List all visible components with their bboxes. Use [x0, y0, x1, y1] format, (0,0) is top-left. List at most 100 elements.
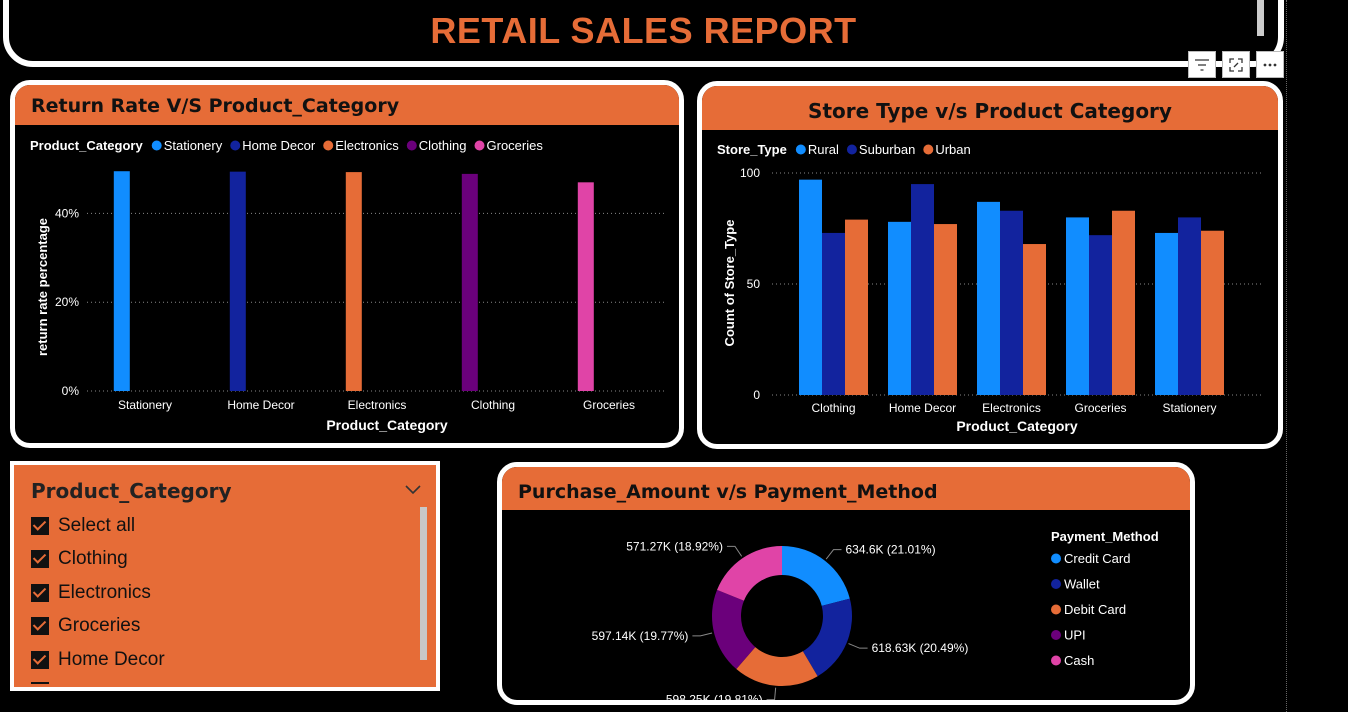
- focus-mode-button[interactable]: [1222, 51, 1250, 78]
- x-tick-label: Groceries: [1074, 401, 1126, 415]
- slicer-item-partial: [31, 682, 49, 684]
- bar-suburban: [1178, 217, 1201, 395]
- y-axis-label: return rate percentage: [35, 218, 50, 356]
- y-tick-label: 100: [740, 166, 760, 180]
- bar-urban: [1112, 210, 1135, 395]
- y-tick-label: 50: [747, 277, 761, 291]
- legend-item-suburban: Suburban: [859, 142, 915, 157]
- store-type-panel[interactable]: Store Type v/s Product Category Store_Ty…: [697, 81, 1283, 449]
- payment-method-chart: 634.6K (21.01%) 618.63K (20.49%) 598.25K (…: [592, 529, 1159, 700]
- filter-button[interactable]: [1188, 51, 1216, 78]
- legend-marker-upi: [1051, 630, 1061, 640]
- x-tick-label: Home Decor: [889, 401, 956, 415]
- bar-rural: [799, 179, 822, 395]
- focus-mode-icon: [1229, 57, 1243, 72]
- slicer-item-home-decor[interactable]: Home Decor: [31, 643, 411, 677]
- slicer-scrollbar[interactable]: [420, 507, 427, 660]
- legend-item-urban: Urban: [935, 142, 970, 157]
- x-tick-label: Stationery: [1162, 401, 1216, 415]
- leader-line: [726, 545, 743, 557]
- checkbox-checked-icon[interactable]: [31, 650, 49, 669]
- bar-rural: [888, 221, 911, 395]
- slicer-item-label: Groceries: [58, 615, 141, 637]
- legend-marker-rural: [795, 144, 806, 155]
- data-label-wallet: 618.63K (20.49%): [872, 641, 969, 655]
- payment-method-panel[interactable]: Purchase_Amount v/s Payment_Method 634.6…: [497, 462, 1195, 705]
- x-tick-label: Electronics: [982, 401, 1041, 415]
- bar-suburban: [822, 232, 845, 395]
- x-tick-label: Home Decor: [227, 398, 294, 412]
- slice-credit-card: [782, 546, 850, 606]
- x-tick-label: Stationery: [118, 398, 172, 412]
- payment-method-chart-title: Purchase_Amount v/s Payment_Method: [502, 467, 1190, 510]
- legend-item-clothing: Clothing: [419, 138, 467, 153]
- product-category-slicer[interactable]: Product_Category Select all Clothing Elect…: [10, 461, 440, 691]
- slice-debit-card: [736, 647, 818, 686]
- legend-item-groceries: Groceries: [487, 138, 544, 153]
- bar-urban: [845, 219, 868, 395]
- legend-marker-home-decor: [230, 140, 241, 151]
- legend-item-upi: UPI: [1064, 628, 1086, 643]
- bar-electronics: [345, 172, 362, 391]
- bar-urban: [1201, 230, 1224, 395]
- x-tick-label: Groceries: [583, 398, 635, 412]
- legend-item-electronics: Electronics: [335, 138, 399, 153]
- bar-urban: [1023, 244, 1046, 395]
- bar-stationery: [113, 171, 130, 391]
- data-label-cash: 571.27K (18.92%): [626, 539, 723, 553]
- legend-marker-electronics: [323, 140, 334, 151]
- x-tick-label: Electronics: [348, 398, 407, 412]
- slicer-item-label: Home Decor: [58, 648, 165, 670]
- bar-rural: [1066, 217, 1089, 395]
- legend-item-wallet: Wallet: [1064, 577, 1100, 592]
- checkbox-checked-icon[interactable]: [31, 583, 49, 602]
- slicer-title: Product_Category: [31, 479, 232, 503]
- slice-cash: [717, 546, 782, 601]
- checkbox-checked-icon[interactable]: [31, 516, 49, 535]
- legend-item-stationery: Stationery: [164, 138, 223, 153]
- title-banner: RETAIL SALES REPORT: [3, 0, 1284, 67]
- x-axis-label: Product_Category: [326, 417, 448, 433]
- return-rate-chart-title: Return Rate V/S Product_Category: [15, 85, 679, 125]
- slicer-item-label: Clothing: [58, 548, 128, 570]
- leader-line: [825, 549, 842, 560]
- legend-marker-clothing: [406, 140, 417, 151]
- legend-title: Payment_Method: [1051, 529, 1159, 544]
- slicer-item-label: Electronics: [58, 581, 151, 603]
- legend-marker-debit-card: [1051, 604, 1061, 615]
- checkbox-checked-icon[interactable]: [31, 617, 49, 636]
- legend-item-credit-card: Credit Card: [1064, 551, 1130, 566]
- leader-line: [766, 687, 777, 700]
- page-boundary-line: [1286, 0, 1287, 712]
- legend-marker-urban: [923, 144, 934, 155]
- slice-upi: [712, 589, 756, 670]
- legend-title: Store_Type: [717, 142, 787, 157]
- x-tick-label: Clothing: [811, 401, 855, 415]
- legend-marker-credit-card: [1051, 553, 1061, 564]
- leader-line: [848, 643, 868, 649]
- slicer-item-electronics[interactable]: Electronics: [31, 576, 411, 610]
- bar-groceries: [577, 182, 594, 391]
- checkbox-checked-icon[interactable]: [31, 550, 49, 569]
- y-tick-label: 0: [753, 388, 760, 402]
- return-rate-panel[interactable]: Return Rate V/S Product_Category Product…: [10, 80, 684, 448]
- scrollbar-handle[interactable]: [1257, 0, 1264, 36]
- store-type-chart: Store_Type Rural Suburban Urban 0 50 100 Clothi…: [717, 142, 1262, 434]
- slicer-item-clothing[interactable]: Clothing: [31, 543, 411, 577]
- bar-suburban: [911, 184, 934, 395]
- legend-item-debit-card: Debit Card: [1064, 602, 1126, 617]
- legend-marker-suburban: [846, 144, 857, 155]
- legend-marker-wallet: [1051, 579, 1061, 589]
- chevron-down-icon[interactable]: [404, 484, 422, 496]
- y-tick-label: 40%: [55, 206, 79, 220]
- bar-suburban: [1000, 210, 1023, 395]
- slicer-item-groceries[interactable]: Groceries: [31, 610, 411, 644]
- bar-home-decor: [229, 171, 246, 391]
- bar-suburban: [1089, 235, 1112, 395]
- legend-item-home-decor: Home Decor: [242, 138, 316, 153]
- y-axis-label: Count of Store_Type: [722, 220, 737, 347]
- legend-marker-cash: [1051, 655, 1061, 666]
- y-tick-label: 0%: [62, 384, 80, 398]
- slicer-item-select-all[interactable]: Select all: [31, 509, 411, 543]
- more-options-button[interactable]: [1256, 51, 1284, 78]
